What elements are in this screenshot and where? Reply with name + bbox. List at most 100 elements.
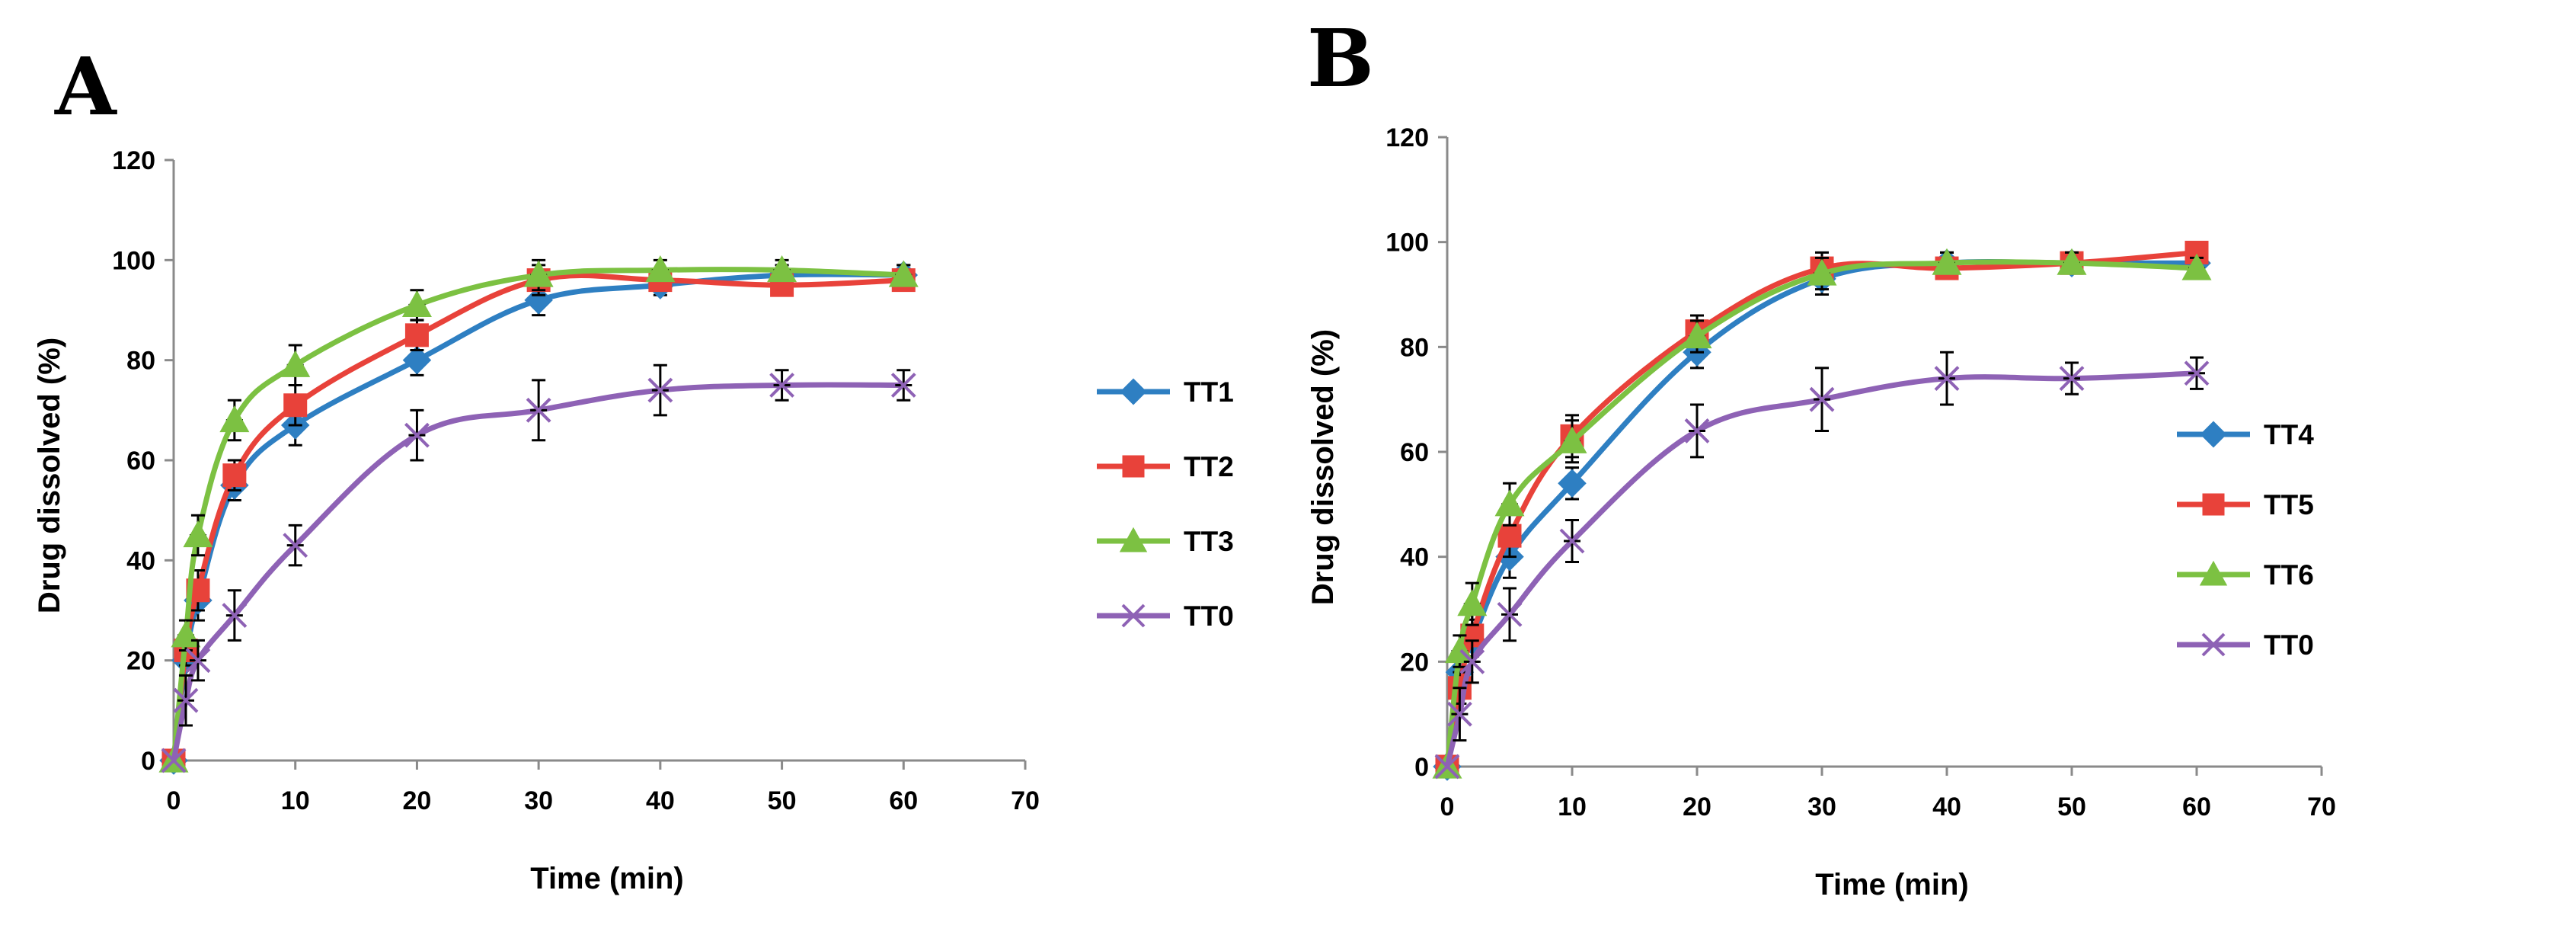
data-point [404,323,429,347]
x-tick-label: 0 [167,786,181,815]
x-tick-label: 50 [2057,793,2086,821]
data-point [222,603,248,628]
series-tt0 [161,363,916,773]
series-line [171,267,904,761]
data-point [2057,248,2087,275]
x-tick-label: 10 [281,786,310,815]
data-point [1457,589,1488,616]
legend-label: TT0 [1184,600,1234,632]
data-point [524,286,553,315]
data-point [219,405,250,433]
y-tick-label: 80 [1400,333,1429,362]
series-tt3 [158,255,919,773]
data-point [222,463,247,488]
legend-entry: TT1 [1097,376,1234,408]
series-tt6 [1432,248,2212,779]
y-tick-label: 0 [141,747,155,776]
y-tick-label: 100 [112,246,155,275]
data-point [1934,366,1960,392]
legend-label: TT0 [2264,629,2314,661]
y-axis-title: Drug dissolved (%) [1306,329,1340,605]
legend-marker [1121,604,1146,628]
y-tick-label: 20 [1400,648,1429,677]
data-point [1809,386,1835,412]
y-tick-label: 60 [1400,438,1429,467]
data-point [1807,258,1837,286]
data-point [1497,601,1523,627]
data-point [1684,418,1710,443]
data-point [401,290,432,318]
data-point [523,260,554,287]
data-point [161,748,187,773]
legend-entry: TT4 [2177,419,2314,450]
legend-entry: TT6 [2177,559,2314,591]
legend-label: TT4 [2264,419,2314,450]
series-line [1444,249,2197,767]
legend-label: TT2 [1184,451,1234,482]
data-point [171,620,201,648]
y-axis-title: Drug dissolved (%) [33,338,66,613]
data-point [1559,528,1585,554]
x-tick-label: 20 [403,786,432,815]
panel-label: B [1307,11,1374,105]
y-tick-label: 120 [1385,123,1429,152]
x-tick-label: 20 [1683,793,1711,821]
y-tick-label: 20 [126,647,155,676]
panel-b: B 0 20 40 60 80 100 120 0 10 20 30 40 50 60 70 Time (min… [1306,11,2336,901]
x-tick-label: 10 [1558,793,1587,821]
series-tt4 [1433,248,2211,781]
series-line [1444,259,2197,767]
data-point [173,687,199,713]
panel-a: A 0 20 40 60 80 100 120 0 10 20 30 40 50 60 70 Time (min… [33,40,1234,895]
data-point [283,393,308,418]
x-tick-label: 30 [524,786,553,815]
series-tt1 [159,261,919,775]
series-tt2 [161,264,916,773]
data-point [1459,648,1485,674]
data-point [647,377,673,403]
data-point [283,533,308,559]
data-point [404,422,430,448]
data-point [183,520,213,548]
x-tick-label: 70 [1011,786,1040,815]
legend-entry: TT0 [2177,629,2314,661]
panel-label: A [54,40,117,133]
data-point [1557,426,1587,453]
legend-marker [1120,378,1147,405]
y-tick-label: 80 [126,347,155,376]
data-point [890,373,916,398]
x-tick-label: 30 [1807,793,1836,821]
legend-label: TT6 [2264,559,2314,591]
legend-marker [2200,421,2227,448]
data-point [280,350,311,377]
legend-marker [1119,527,1148,552]
y-tick-label: 100 [1385,229,1429,258]
data-point [1494,489,1525,517]
legend-marker [1122,455,1145,478]
data-point [1932,248,1962,275]
data-point [2181,253,2212,280]
data-point [1446,701,1472,727]
data-point [2184,360,2210,386]
data-point [2059,366,2085,392]
x-axis-title: Time (min) [1815,868,1969,901]
y-tick-label: 120 [112,146,155,175]
legend-marker [2202,493,2225,516]
data-point [526,397,551,423]
data-point [1497,524,1522,548]
data-point [645,255,676,283]
data-point [1434,754,1460,780]
x-tick-label: 40 [646,786,675,815]
data-point [1682,322,1712,349]
series-line [1444,370,2197,767]
x-axis-title: Time (min) [530,862,684,895]
data-point [767,255,797,283]
data-point [402,345,432,375]
legend-entry: TT3 [1097,526,1234,557]
series-line [171,271,904,761]
legend-label: TT3 [1184,526,1234,557]
series-line [1444,259,2197,767]
legend-label: TT1 [1184,376,1234,408]
data-point [185,648,211,674]
